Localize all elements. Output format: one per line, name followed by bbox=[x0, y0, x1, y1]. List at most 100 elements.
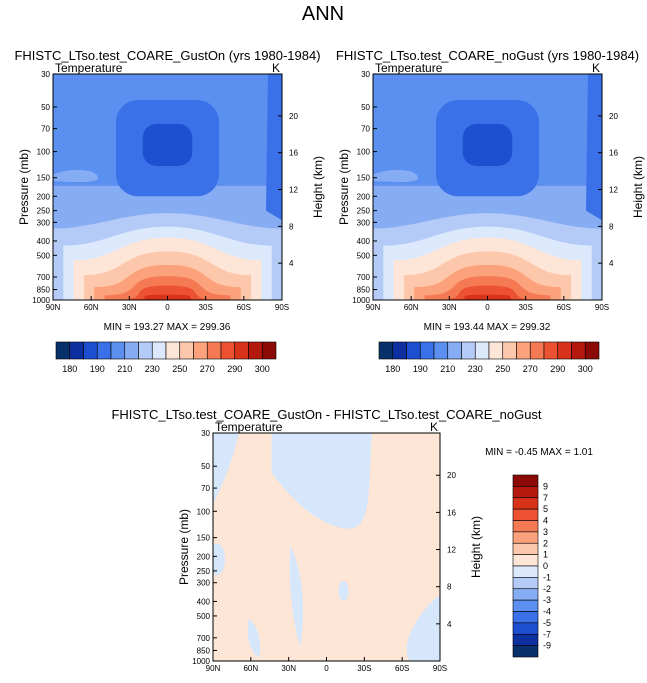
colorbar-tick-label: -4 bbox=[543, 607, 551, 617]
y2-tick-label: 16 bbox=[447, 508, 456, 517]
colorbar-swatch bbox=[512, 520, 539, 533]
colorbar-tick-label: -9 bbox=[543, 641, 551, 651]
colorbar-swatch bbox=[571, 341, 586, 360]
y-tick-label: 400 bbox=[37, 237, 51, 246]
x-tick-label: 60N bbox=[243, 664, 258, 673]
y-tick-label: 250 bbox=[37, 207, 51, 216]
colorbar-swatch bbox=[138, 341, 153, 360]
colorbar-swatch bbox=[248, 341, 263, 360]
y2-tick-label: 16 bbox=[289, 149, 298, 158]
x-tick-label: 90N bbox=[366, 303, 381, 312]
colorbar-swatch bbox=[512, 486, 539, 499]
colorbar-swatch bbox=[584, 341, 600, 360]
stats-label: MIN = -0.45 MAX = 1.01 bbox=[485, 447, 593, 458]
y-tick-label: 850 bbox=[357, 286, 371, 295]
x-tick-label: 0 bbox=[165, 303, 170, 312]
y-tick-label: 70 bbox=[361, 125, 370, 134]
panel-title: FHISTC_LTso.test_COARE_noGust (yrs 1980-… bbox=[336, 48, 639, 63]
colorbar-swatch bbox=[447, 341, 462, 360]
colorbar-tick-label: 0 bbox=[543, 561, 548, 571]
y-tick-label: 70 bbox=[201, 484, 210, 493]
y-tick-label: 250 bbox=[357, 207, 371, 216]
colorbar-swatch bbox=[474, 341, 490, 360]
y-tick-label: 30 bbox=[361, 70, 370, 79]
diff-negative-low-s bbox=[406, 594, 440, 661]
cold-core-inner bbox=[462, 123, 513, 166]
panel-no-gust: FHISTC_LTso.test_COARE_noGust (yrs 1980-… bbox=[336, 48, 645, 374]
y-tick-label: 300 bbox=[37, 218, 51, 227]
variable-label: Temperature bbox=[55, 61, 123, 75]
colorbar-swatch bbox=[512, 588, 539, 601]
colorbar-tick-label: 190 bbox=[90, 364, 105, 374]
y-tick-label: 400 bbox=[197, 597, 211, 606]
colorbar-swatch bbox=[206, 341, 222, 360]
y-tick-label: 30 bbox=[201, 429, 210, 438]
colorbar-swatch bbox=[220, 341, 236, 360]
y-tick-label: 50 bbox=[201, 462, 210, 471]
colorbar-swatch bbox=[461, 341, 476, 360]
x-tick-label: 60S bbox=[395, 664, 409, 673]
y2-tick-label: 20 bbox=[447, 471, 456, 480]
y-tick-label: 500 bbox=[37, 251, 51, 260]
colorbar-tick-label: 3 bbox=[543, 527, 548, 537]
x-tick-label: 60S bbox=[557, 303, 571, 312]
colorbar-swatch bbox=[512, 611, 539, 624]
y-tick-label: 700 bbox=[37, 273, 51, 282]
y-tick-label: 150 bbox=[197, 534, 211, 543]
colorbar-swatch bbox=[512, 599, 539, 612]
colorbar-tick-label: -7 bbox=[543, 629, 551, 639]
units-label: K bbox=[430, 420, 438, 434]
colorbar-tick-label: -1 bbox=[543, 572, 551, 582]
colorbar-swatch bbox=[512, 474, 539, 487]
y-tick-label: 700 bbox=[357, 273, 371, 282]
colorbar-swatch bbox=[433, 341, 449, 360]
colorbar-swatch bbox=[392, 341, 407, 360]
colorbar-swatch bbox=[165, 341, 181, 360]
variable-label: Temperature bbox=[215, 420, 283, 434]
x-tick-label: 30N bbox=[442, 303, 457, 312]
y2-tick-label: 20 bbox=[609, 112, 618, 121]
y2-tick-label: 4 bbox=[609, 259, 614, 268]
y-tick-label: 50 bbox=[361, 103, 370, 112]
colorbar-swatch bbox=[234, 341, 249, 360]
y-tick-label: 1000 bbox=[192, 657, 210, 666]
colorbar-swatch bbox=[512, 497, 539, 510]
colorbar-tick-label: 180 bbox=[385, 364, 400, 374]
stats-label: MIN = 193.44 MAX = 299.32 bbox=[424, 322, 551, 333]
colorbar-swatch bbox=[151, 341, 167, 360]
colorbar-swatch bbox=[488, 341, 504, 360]
x-tick-label: 90N bbox=[46, 303, 61, 312]
colorbar-tick-label: 270 bbox=[200, 364, 215, 374]
y2-tick-label: 20 bbox=[289, 112, 298, 121]
colorbar-swatch bbox=[512, 508, 539, 521]
y-tick-label: 300 bbox=[197, 579, 211, 588]
warm-tongue bbox=[53, 169, 98, 183]
diff-negative-upper bbox=[271, 433, 372, 529]
y2-tick-label: 12 bbox=[289, 186, 298, 195]
colorbar-tick-label: 270 bbox=[523, 364, 538, 374]
y-tick-label: 300 bbox=[357, 218, 371, 227]
colorbar-tick-label: 290 bbox=[550, 364, 565, 374]
y-tick-label: 1000 bbox=[352, 296, 370, 305]
colorbar-swatch bbox=[512, 577, 539, 590]
colorbar-tick-label: -3 bbox=[543, 595, 551, 605]
y-tick-label: 850 bbox=[197, 646, 211, 655]
y2-tick-label: 4 bbox=[289, 259, 294, 268]
colorbar-tick-label: 9 bbox=[543, 481, 548, 491]
x-tick-label: 0 bbox=[324, 664, 329, 673]
y-tick-label: 70 bbox=[41, 125, 50, 134]
page-title: ANN bbox=[302, 3, 344, 25]
colorbar-tick-label: 1 bbox=[543, 550, 548, 560]
colorbar-tick-label: 300 bbox=[578, 364, 593, 374]
colorbar-swatch bbox=[529, 341, 545, 360]
colorbar-tick-label: 210 bbox=[440, 364, 455, 374]
colorbar-tick-label: 230 bbox=[145, 364, 160, 374]
y-tick-label: 200 bbox=[197, 552, 211, 561]
colorbar-swatch bbox=[110, 341, 126, 360]
colorbar-swatch bbox=[96, 341, 112, 360]
y-tick-label: 30 bbox=[41, 70, 50, 79]
y-tick-label: 200 bbox=[37, 192, 51, 201]
x-tick-label: 0 bbox=[485, 303, 490, 312]
y2-axis-label: Height (km) bbox=[469, 516, 483, 578]
colorbar-tick-label: -5 bbox=[543, 618, 551, 628]
